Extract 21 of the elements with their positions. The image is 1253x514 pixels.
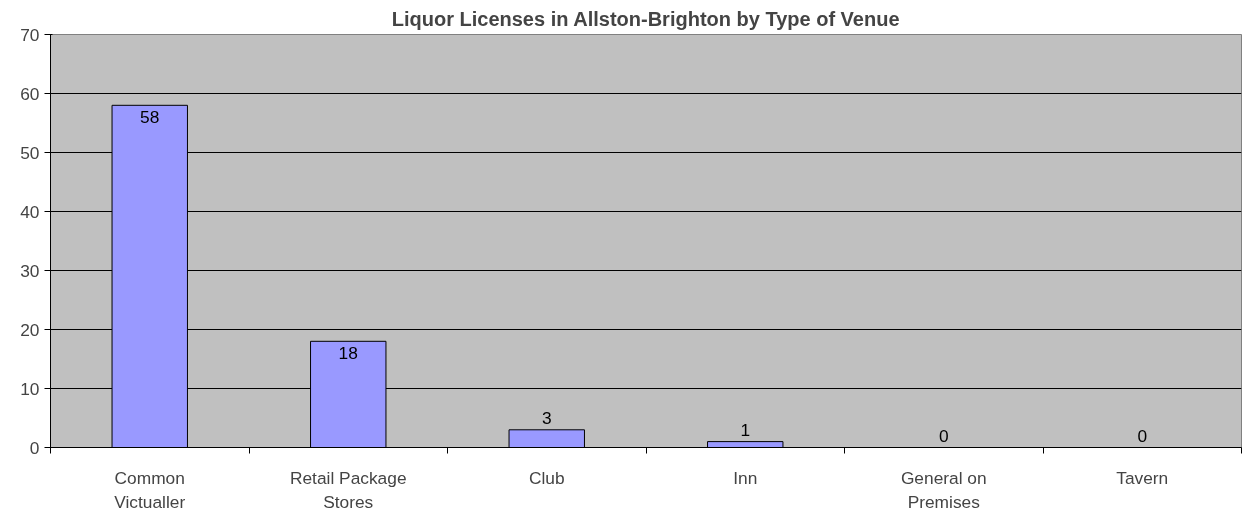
y-tick-label: 30 <box>20 260 40 281</box>
y-tick-label: 0 <box>29 437 40 458</box>
x-tick-label: Common Victualler <box>114 467 186 512</box>
y-tick-label: 40 <box>20 201 40 222</box>
y-tick-label: 50 <box>20 142 40 163</box>
x-tick-label: Club <box>528 467 565 488</box>
x-tick-label: Inn <box>733 467 758 488</box>
y-tick-label: 20 <box>20 319 40 340</box>
x-tick-label: Retail Package Stores <box>289 467 407 512</box>
data-label: 18 <box>338 343 358 364</box>
data-label: 3 <box>541 407 552 428</box>
y-tick-label: 60 <box>20 83 40 104</box>
data-label: 0 <box>938 425 949 446</box>
data-label: 1 <box>740 419 751 440</box>
data-label: 58 <box>140 107 160 128</box>
chart-title: Liquor Licenses in Allston-Brighton by Type of Venue <box>391 7 900 30</box>
y-tick-label: 10 <box>20 378 40 399</box>
y-tick-label: 70 <box>20 24 40 45</box>
x-tick-label: General on Premises <box>900 467 987 512</box>
x-tick-label: Tavern <box>1116 467 1169 488</box>
data-label: 0 <box>1137 425 1148 446</box>
